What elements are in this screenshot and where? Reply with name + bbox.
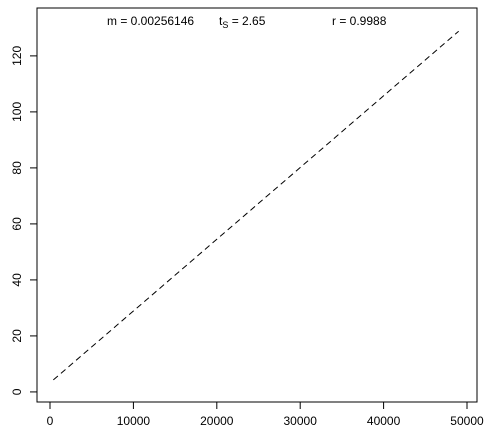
x-tick-label: 20000 [200,414,234,428]
y-tick-label: 0 [10,388,24,395]
annotation-t-rest: = 2.65 [228,14,265,28]
plot-box [36,7,478,403]
x-tick-label: 30000 [284,414,318,428]
y-tick-label: 20 [10,329,24,343]
x-tick-label: 40000 [367,414,401,428]
y-tick-label: 60 [10,217,24,231]
annotation-m: m = 0.00256146 [107,14,194,28]
annotation-t: tS = 2.65 [219,14,266,30]
annotation-t-sub: S [222,20,228,30]
y-tick-label: 120 [10,46,24,66]
annotation-t-base: t [219,14,223,28]
x-tick-label: 0 [47,414,54,428]
annotation-r: r = 0.9988 [332,14,387,28]
x-tick-label: 50000 [450,414,484,428]
series-line [53,30,459,381]
y-tick-label: 100 [10,102,24,122]
x-tick-label: 10000 [117,414,151,428]
y-tick-label: 80 [10,161,24,175]
y-tick-label: 40 [10,273,24,287]
